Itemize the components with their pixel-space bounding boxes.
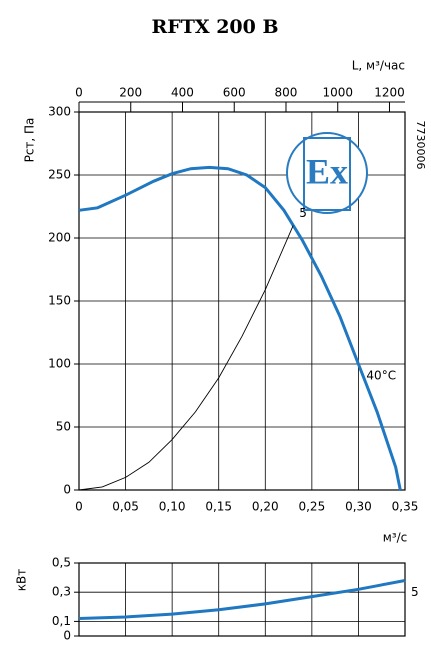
x-tick-label: 0,15: [205, 500, 232, 514]
x-tick-label: 0,35: [392, 500, 419, 514]
y-tick-label: 300: [48, 105, 71, 119]
x-tick-label: 0,10: [159, 500, 186, 514]
series-label: 5: [299, 206, 307, 220]
x-tick-label: 0,20: [252, 500, 279, 514]
annotation: 40°C: [366, 369, 396, 383]
x2-tick-label: 200: [119, 86, 142, 100]
y-tick-label: 250: [48, 168, 71, 182]
line-series: [78, 165, 402, 491]
x2-tick-label: 0: [75, 86, 83, 100]
x2-tick-label: 400: [171, 86, 194, 100]
y-tick-label: 0: [63, 483, 71, 497]
badge: Ex: [286, 132, 368, 214]
x-tick-label: 0,25: [298, 500, 325, 514]
x2-tick-label: 1200: [374, 86, 405, 100]
line-series: [78, 225, 294, 491]
x-tick-label: 0,05: [112, 500, 139, 514]
plot-frame: [78, 562, 406, 637]
y-tick-label: 0,5: [52, 556, 71, 570]
plot-frame: [78, 111, 406, 491]
line-series: [78, 579, 406, 620]
y-tick-label: 0: [63, 629, 71, 643]
badge-box: [303, 137, 351, 211]
y-tick-label: 50: [56, 420, 71, 434]
y-axis-label: Рст, Па: [23, 118, 37, 163]
y-tick-label: 100: [48, 357, 71, 371]
x-axis-label: м³/с: [383, 531, 408, 545]
x2-tick-label: 1000: [322, 86, 353, 100]
y-tick-label: 150: [48, 294, 71, 308]
x2-tick-label: 800: [275, 86, 298, 100]
y-tick-label: 200: [48, 231, 71, 245]
badge-text: Ex: [306, 151, 348, 191]
x-tick-label: 0,30: [345, 500, 372, 514]
x2-axis-label: L, м³/час: [352, 59, 405, 73]
x-tick-label: 0: [75, 500, 83, 514]
y-axis-label: кВт: [15, 569, 29, 591]
series-label: 5: [411, 585, 419, 599]
x2-tick-label: 600: [223, 86, 246, 100]
chart-title: RFTX 200 B: [151, 16, 278, 38]
y-tick-label: 0,1: [52, 614, 71, 628]
badge-circle: [286, 132, 368, 214]
y-tick-label: 0,3: [52, 585, 71, 599]
code-label: 7730006: [414, 121, 427, 170]
